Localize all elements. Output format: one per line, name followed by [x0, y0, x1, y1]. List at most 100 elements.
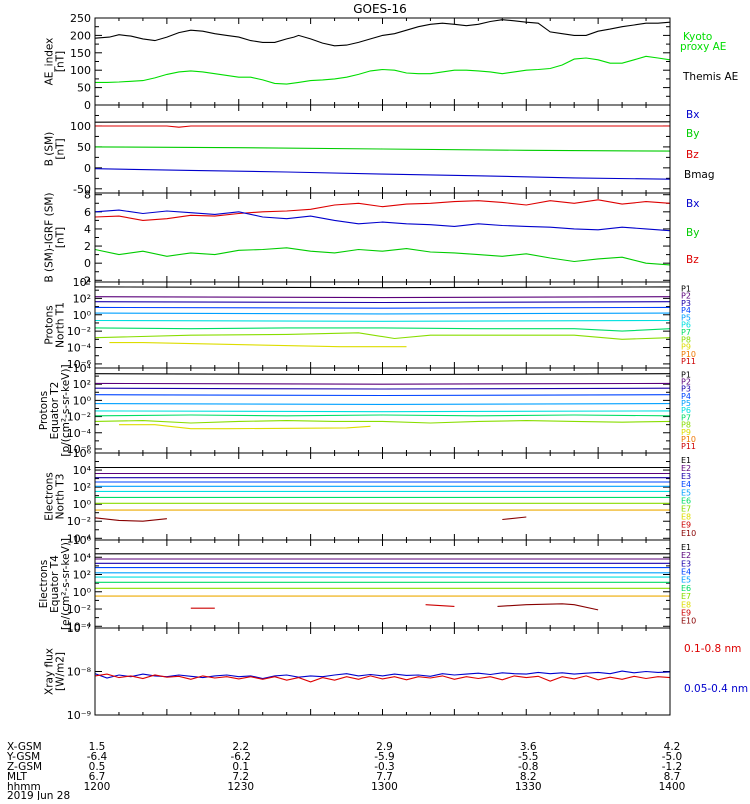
footer-cell: 1230 — [227, 781, 254, 793]
legend-entry: Bx — [686, 198, 699, 210]
series-group — [95, 468, 670, 522]
legend-entry: 0.1-0.8 nm — [684, 643, 741, 655]
series-line-4 — [95, 307, 670, 308]
series-line-3 — [95, 147, 670, 151]
panel-frame — [95, 453, 670, 540]
footer-cell: 1400 — [659, 781, 686, 793]
series-line-7 — [95, 328, 670, 331]
y-tick-label: 10⁶ — [73, 447, 92, 460]
series-group — [95, 20, 670, 84]
series-line-4 — [95, 395, 670, 396]
y-tick-label: 10⁶ — [73, 534, 92, 547]
legend-entry: 0.05-0.4 nm — [684, 683, 748, 695]
y-tick-label: 10² — [73, 292, 91, 305]
y-tick-label: 10² — [73, 569, 91, 582]
series-line-9 — [119, 425, 371, 429]
y-tick-label: 0 — [84, 99, 91, 112]
y-tick-label: 150 — [70, 47, 91, 60]
y-axis-label: [p/(cm²-s-sr-keV)] — [60, 364, 72, 456]
series-line-7 — [95, 415, 670, 416]
y-tick-label: 10² — [73, 378, 91, 391]
y-tick-label: 100 — [70, 120, 91, 133]
y-tick-label: 2 — [84, 240, 91, 253]
series-line-2 — [95, 297, 670, 298]
y-tick-label: 10² — [73, 481, 91, 494]
y-tick-label: 50 — [77, 82, 91, 95]
series-line-3 — [95, 302, 670, 303]
y-axis-label: [nT] — [55, 51, 67, 72]
legend-entry: Bz — [686, 254, 699, 266]
series-line-2 — [95, 126, 670, 127]
panel-frame — [95, 368, 670, 453]
panel-frame — [95, 282, 670, 368]
y-tick-label: 200 — [70, 29, 91, 42]
y-tick-label: 0 — [84, 257, 91, 270]
y-tick-label: 10⁻⁸ — [67, 666, 92, 679]
series-group — [95, 671, 670, 682]
footer-row-label: 2019 Jun 28 — [7, 790, 70, 800]
y-axis-label: North T1 — [55, 302, 67, 348]
legend-entry: By — [686, 227, 699, 239]
y-axis-label: [nT] — [55, 227, 67, 248]
y-tick-label: 10⁴ — [73, 276, 92, 289]
series-line-5 — [95, 313, 670, 314]
legend-entry: E10 — [681, 617, 696, 626]
series-line-6 — [95, 321, 670, 322]
panel-frame — [95, 18, 670, 105]
series-line-11 — [426, 605, 455, 607]
series-line-8 — [95, 333, 670, 340]
y-tick-label: 100 — [70, 64, 91, 77]
series-line-9 — [109, 343, 406, 347]
legend-entry: P11 — [681, 357, 696, 366]
y-tick-label: 10⁻² — [67, 515, 91, 528]
series-group — [95, 200, 670, 265]
panel-frame — [95, 628, 670, 715]
series-group — [95, 287, 670, 347]
series-line-8 — [95, 421, 670, 423]
y-tick-label: 0 — [84, 162, 91, 175]
series-line-11 — [502, 517, 526, 520]
y-tick-label: 10⁻² — [67, 325, 91, 338]
legend-entry: proxy AE — [680, 41, 726, 53]
series-line-2 — [95, 56, 670, 84]
footer-cell: 1330 — [515, 781, 542, 793]
series-line-4 — [95, 169, 670, 180]
series-group — [95, 374, 670, 429]
y-tick-label: 10⁻⁹ — [67, 709, 91, 722]
footer-cell: 1300 — [371, 781, 398, 793]
y-tick-label: 8 — [84, 189, 91, 202]
y-tick-label: 10⁻⁴ — [67, 342, 92, 355]
y-tick-label: 10⁴ — [73, 551, 92, 564]
y-tick-label: 10⁰ — [73, 586, 92, 599]
chart-title: GOES-16 — [353, 2, 407, 16]
y-tick-label: 10⁴ — [73, 464, 92, 477]
series-line-1 — [95, 200, 670, 221]
y-tick-label: 6 — [84, 206, 91, 219]
y-axis-label: [e/(cm²-s-sr-keV)] — [60, 538, 72, 630]
series-line-10 — [95, 518, 167, 521]
y-tick-label: 10⁻⁷ — [67, 622, 91, 635]
y-axis-label: [nT] — [55, 138, 67, 159]
y-tick-label: 10⁰ — [73, 394, 92, 407]
y-tick-label: 10⁰ — [73, 309, 92, 322]
y-axis-label: North T3 — [55, 474, 67, 520]
series-line-5 — [95, 404, 670, 405]
y-tick-label: 4 — [84, 223, 91, 236]
legend-entry: By — [686, 128, 699, 140]
series-line-3 — [95, 248, 670, 265]
footer-cell: 1200 — [84, 781, 111, 793]
legend-entry: Bmag — [684, 169, 715, 181]
legend-entry: Bx — [686, 109, 699, 121]
y-axis-label: [W/m2] — [55, 652, 67, 691]
legend-entry: E10 — [681, 529, 696, 538]
